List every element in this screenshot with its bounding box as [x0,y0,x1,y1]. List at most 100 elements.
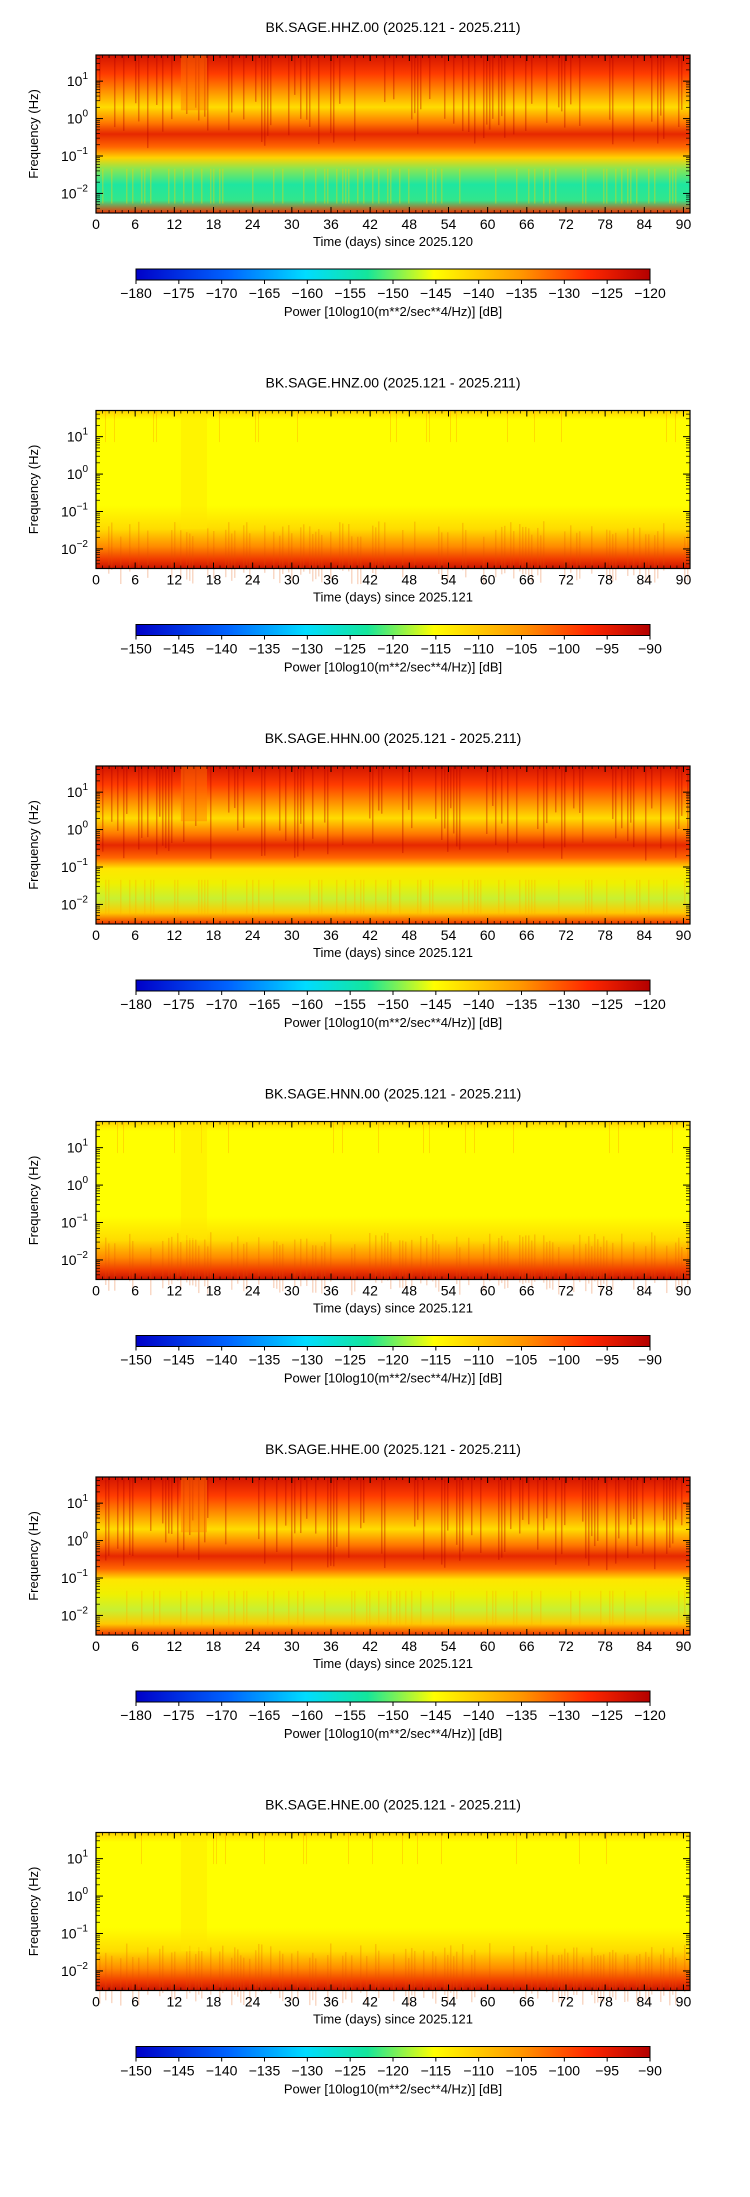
colorbar-label: Power [10log10(m**2/sec**4/Hz)] [dB] [284,1015,502,1030]
colorbar-tick-label: −140 [463,1707,495,1723]
spectrogram-image [96,1477,690,1635]
plot-frame [95,1476,691,1636]
colorbar-label: Power [10log10(m**2/sec**4/Hz)] [dB] [284,304,502,319]
x-tick-label: 54 [441,1283,457,1299]
colorbar-tick-label: −125 [591,996,623,1012]
colorbar-tick-label: −110 [463,2063,494,2079]
x-tick-label: 66 [519,1994,535,2010]
colorbar-tick-label: −150 [377,1707,409,1723]
x-tick-label: 90 [676,1994,692,2010]
x-tick-label: 90 [676,216,692,232]
colorbar [135,979,651,992]
spectrogram-image [96,55,690,213]
colorbar-tick-label: −90 [638,2063,662,2079]
panel-title: BK.SAGE.HHN.00 (2025.121 - 2025.211) [265,730,522,746]
colorbar-tick-label: −115 [421,641,452,657]
colorbar-tick-label: −120 [634,996,666,1012]
x-tick-label: 54 [441,572,457,588]
colorbar-tick-label: −120 [634,285,666,301]
colorbar-tick-label: −155 [334,1707,366,1723]
colorbar-tick-label: −115 [421,1352,452,1368]
colorbar-tick-label: −120 [634,1707,666,1723]
x-tick-label: 0 [92,572,100,588]
x-tick-label: 48 [402,1994,418,2010]
x-tick-label: 6 [131,1283,139,1299]
y-tick-label: 10−2 [61,1961,88,1979]
colorbar-label: Power [10log10(m**2/sec**4/Hz)] [dB] [284,660,502,675]
colorbar-tick-label: −140 [206,2063,238,2079]
x-tick-label: 42 [362,1283,378,1299]
x-tick-label: 24 [245,927,261,943]
x-tick-label: 66 [519,572,535,588]
x-tick-label: 78 [597,1638,613,1654]
y-tick-label: 101 [67,427,89,445]
x-tick-label: 54 [441,1638,457,1654]
colorbar-tick-label: −170 [206,1707,238,1723]
y-axis-label: Frequency (Hz) [26,1511,41,1601]
panel-title: BK.SAGE.HNE.00 (2025.121 - 2025.211) [265,1797,521,1813]
x-tick-label: 54 [441,216,457,232]
colorbar-tick-label: −130 [549,996,581,1012]
colorbar-tick-label: −165 [249,1707,281,1723]
colorbar-tick-label: −145 [163,2063,195,2079]
y-tick-label: 10−2 [61,894,88,912]
y-axis-label: Frequency (Hz) [26,800,41,890]
plot-frame [95,409,691,570]
x-tick-label: 90 [676,927,692,943]
spectrogram-image [96,1121,690,1280]
colorbar-tick-label: −145 [420,285,452,301]
colorbar-tick-label: −125 [334,1352,366,1368]
y-tick-label: 10−2 [61,1605,88,1623]
x-tick-label: 48 [402,927,418,943]
x-tick-label: 18 [206,216,222,232]
colorbar [135,624,651,636]
x-tick-label: 0 [92,1994,100,2010]
quiet-interval [180,1832,207,1951]
colorbar [135,1690,651,1703]
colorbar-tick-label: −95 [595,1352,619,1368]
colorbar-tick-label: −150 [120,2063,152,2079]
spectrogram-panel-4: BK.SAGE.HNN.00 (2025.121 - 2025.211) 0 6 12… [26,1086,691,1386]
y-tick-label: 101 [67,782,89,800]
colorbar-tick-label: −110 [463,641,494,657]
x-tick-label: 60 [480,572,496,588]
colorbar-tick-label: −125 [334,641,366,657]
colorbar-tick-label: −135 [249,2063,281,2079]
x-tick-label: 36 [323,572,339,588]
colorbar-tick-label: −90 [638,1352,662,1368]
colorbar-tick-label: −140 [206,641,238,657]
colorbar-tick-label: −165 [249,996,281,1012]
y-tick-label: 100 [67,1175,89,1193]
x-tick-label: 48 [402,216,418,232]
spectrogram-panel-1: BK.SAGE.HHZ.00 (2025.121 - 2025.211) 0 6 12… [26,19,691,319]
x-axis-label: Time (days) since 2025.120 [313,234,473,249]
spectrogram-texture [96,1477,686,1626]
y-tick-label: 10−1 [61,502,88,520]
x-tick-label: 6 [131,1994,139,2010]
colorbar-tick-label: −100 [549,641,581,657]
colorbar-tick-label: −135 [506,285,538,301]
x-tick-label: 0 [92,216,100,232]
y-tick-label: 101 [67,1138,89,1156]
colorbar-tick-label: −175 [163,1707,195,1723]
panel-title: BK.SAGE.HNZ.00 (2025.121 - 2025.211) [266,375,521,391]
colorbar-tick-label: −180 [120,996,152,1012]
x-tick-label: 48 [402,1638,418,1654]
panel-title: BK.SAGE.HNN.00 (2025.121 - 2025.211) [265,1086,522,1102]
x-tick-label: 66 [519,927,535,943]
colorbar-tick-label: −180 [120,285,152,301]
y-tick-label: 10−2 [61,183,88,201]
x-axis-label: Time (days) since 2025.121 [313,2012,473,2027]
x-tick-label: 30 [284,216,300,232]
x-tick-label: 84 [637,572,653,588]
x-tick-label: 30 [284,572,300,588]
colorbar-tick-label: −145 [163,1352,195,1368]
colorbar-tick-label: −160 [292,1707,324,1723]
x-tick-label: 12 [167,572,183,588]
x-tick-label: 84 [637,1994,653,2010]
x-tick-label: 36 [323,927,339,943]
x-tick-label: 42 [362,927,378,943]
colorbar-tick-label: −180 [120,1707,152,1723]
spectrogram-texture [96,410,689,585]
colorbar-tick-label: −95 [595,641,619,657]
